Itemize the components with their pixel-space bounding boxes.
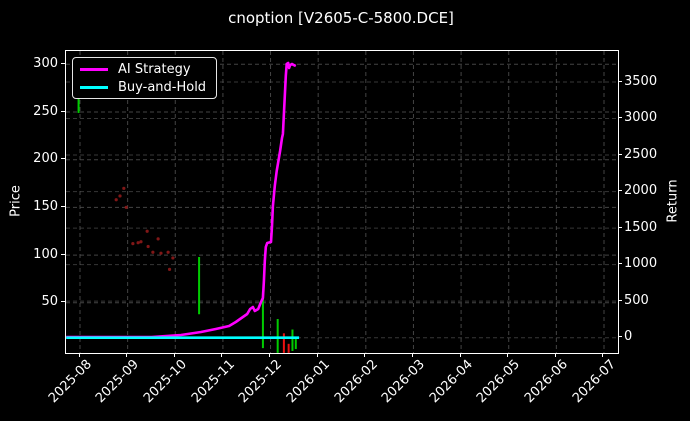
y-right-tick-label: 500 (624, 292, 649, 308)
x-tick-label: 2026-07 (569, 357, 619, 407)
legend-swatch-ai-strategy (80, 67, 108, 71)
price-dot (139, 240, 143, 244)
x-tick-mark (316, 353, 318, 357)
y-left-tick-label: 250 (33, 103, 58, 119)
x-tick-label: 2025-12 (236, 357, 286, 407)
x-tick-label: 2025-11 (188, 357, 238, 407)
y-left-tick-mark (61, 205, 65, 207)
price-dot (159, 251, 163, 255)
y-right-tick-mark (618, 153, 622, 155)
price-bar (291, 329, 294, 351)
y-right-tick-mark (618, 226, 622, 228)
x-tick-mark (459, 353, 461, 357)
legend-item-buy-and-hold: Buy-and-Hold (80, 79, 208, 95)
price-dot (167, 267, 172, 272)
y-left-tick-label: 50 (41, 294, 58, 310)
y-right-tick-label: 0 (624, 329, 633, 345)
chart-title: cnoption [V2605-C-5800.DCE] (228, 9, 454, 27)
price-bar (261, 291, 264, 349)
price-bar (294, 339, 297, 350)
x-tick-label: 2026-04 (426, 357, 476, 407)
y-left-tick-label: 100 (33, 246, 58, 262)
price-dot (146, 244, 150, 249)
y-left-tick-label: 150 (33, 198, 58, 214)
x-tick-mark (269, 353, 271, 357)
price-dot (171, 256, 175, 260)
y-right-tick-label: 2000 (624, 183, 658, 199)
price-dot (114, 198, 118, 202)
y-right-tick-mark (618, 263, 622, 265)
x-tick-mark (78, 353, 80, 357)
x-tick-label: 2025-10 (140, 357, 190, 407)
price-bar (77, 95, 80, 113)
y-right-tick-label: 1500 (624, 219, 658, 235)
price-dot (151, 250, 155, 254)
x-tick-mark (602, 353, 604, 357)
legend-item-ai-strategy: AI Strategy (80, 61, 208, 77)
x-tick-mark (126, 353, 128, 357)
price-dot (118, 194, 122, 198)
y-left-tick-mark (61, 301, 65, 303)
x-tick-label: 2026-05 (474, 357, 524, 407)
y-left-tick-mark (61, 62, 65, 64)
x-tick-label: 2026-03 (379, 357, 429, 407)
y-axis-label-price: Price (8, 185, 24, 217)
x-tick-mark (173, 353, 175, 357)
price-dot (122, 186, 126, 190)
price-bar (287, 343, 290, 353)
legend-swatch-buy-and-hold (80, 85, 108, 89)
legend: AI Strategy Buy-and-Hold (72, 57, 217, 99)
y-axis-label-return: Return (665, 179, 681, 223)
y-right-tick-mark (618, 299, 622, 301)
price-dot (156, 237, 160, 241)
x-tick-label: 2025-08 (45, 357, 95, 407)
y-left-tick-mark (61, 110, 65, 112)
x-tick-label: 2026-01 (283, 357, 333, 407)
price-bar (282, 333, 285, 353)
x-tick-mark (221, 353, 223, 357)
price-dot (131, 242, 135, 246)
y-right-tick-mark (618, 80, 622, 82)
y-right-tick-label: 3000 (624, 110, 658, 126)
price-bar (276, 319, 279, 353)
y-left-tick-label: 200 (33, 151, 58, 167)
price-dot (124, 205, 128, 209)
y-right-tick-mark (618, 336, 622, 338)
x-tick-mark (411, 353, 413, 357)
y-right-tick-mark (618, 117, 622, 119)
y-right-tick-label: 3500 (624, 73, 658, 89)
legend-label-buy-and-hold: Buy-and-Hold (118, 79, 207, 95)
y-left-tick-mark (61, 253, 65, 255)
x-tick-mark (554, 353, 556, 357)
price-dot (166, 250, 170, 254)
y-left-tick-mark (61, 158, 65, 160)
ai-strategy-line (66, 61, 297, 339)
x-tick-label: 2025-09 (93, 357, 143, 407)
legend-label-ai-strategy: AI Strategy (118, 61, 191, 77)
x-tick-label: 2026-02 (331, 357, 381, 407)
y-right-tick-label: 1000 (624, 256, 658, 272)
price-dot (145, 229, 149, 233)
price-bar (198, 257, 201, 315)
x-tick-mark (507, 353, 509, 357)
y-left-tick-label: 300 (33, 55, 58, 71)
price-dot (136, 241, 140, 245)
x-tick-label: 2026-06 (521, 357, 571, 407)
y-right-tick-label: 2500 (624, 146, 658, 162)
x-tick-mark (364, 353, 366, 357)
y-right-tick-mark (618, 190, 622, 192)
